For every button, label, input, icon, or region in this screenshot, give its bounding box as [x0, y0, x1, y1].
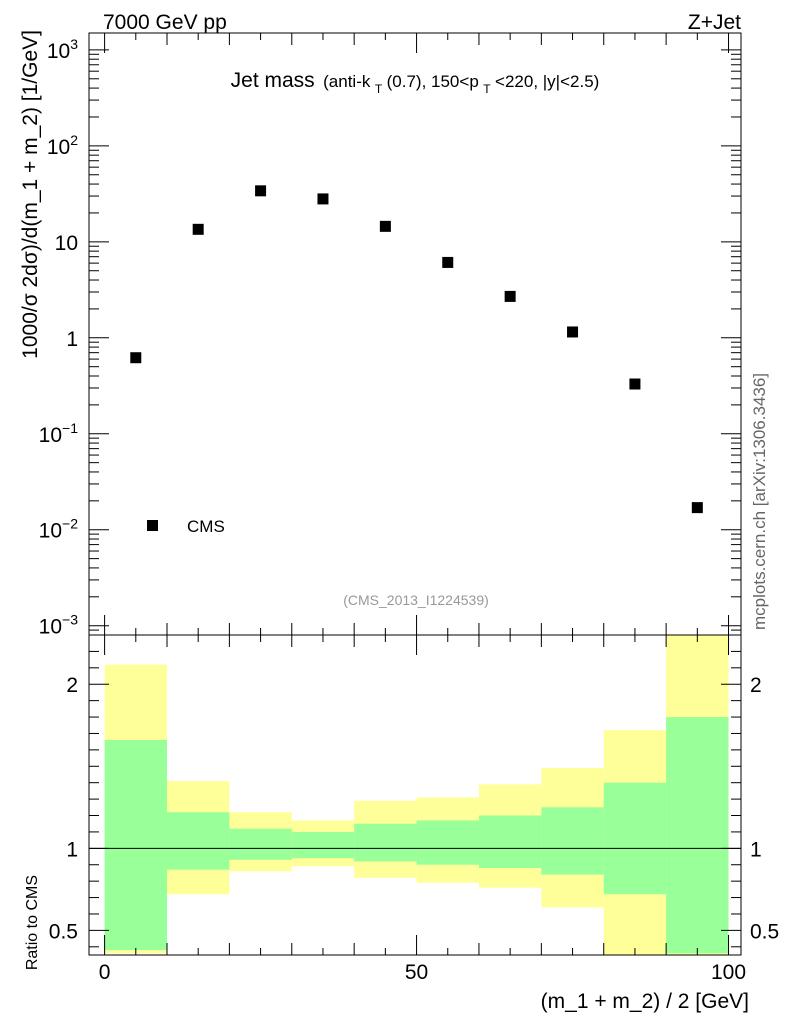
plot-title-part: (0.7), 150<p [387, 72, 479, 91]
main-y-axis-title: 1000/σ 2dσ)/d(m_1 + m_2) [1/GeV] [19, 30, 42, 359]
analysis-id-label: (CMS_2013_I1224539) [343, 592, 489, 608]
plot-title: Jet mass (anti-k T (0.7), 150<p T <220, … [231, 69, 600, 97]
axis-ticks [89, 33, 741, 955]
data-point [629, 378, 641, 390]
legend-label-cms: CMS [187, 517, 225, 536]
ratio-panel-frame [88, 634, 742, 956]
data-point [255, 185, 267, 197]
main-y-tick-label: 10−3 [39, 612, 79, 639]
ratio-y-tick-label: 0.5 [49, 920, 78, 943]
ratio-band-bin [478, 815, 542, 869]
ratio-y-tick-label-right: 2 [750, 674, 762, 697]
source-label: mcplots.cern.ch [arXiv:1306.3436] [750, 373, 769, 630]
data-point [504, 290, 516, 302]
data-point [567, 326, 579, 338]
ratio-bands [104, 635, 729, 955]
ratio-y-tick-label-right: 0.5 [750, 920, 779, 943]
ratio-band-bin [166, 812, 230, 870]
ratio-band-bin [291, 831, 355, 859]
ratio-band-bin [541, 807, 604, 875]
ratio-band-bin [603, 782, 667, 895]
x-axis-title: (m_1 + m_2) / 2 [GeV] [541, 990, 749, 1013]
main-y-tick-label: 103 [47, 36, 78, 63]
ratio-band-bin [354, 823, 417, 862]
ratio-y-tick-label: 1 [66, 838, 78, 861]
ratio-band-bin [104, 740, 167, 951]
plot-title-main: Jet mass [231, 69, 315, 92]
process-label: Z+Jet [688, 11, 741, 34]
ratio-band-bin [666, 717, 729, 954]
data-point [130, 352, 142, 364]
x-tick-label: 0 [99, 961, 111, 984]
plot-title-part: (anti-k [323, 72, 371, 91]
data-point [192, 223, 204, 235]
data-point [442, 256, 454, 268]
main-y-tick-label: 10−1 [39, 420, 79, 447]
ratio-y-tick-label: 2 [66, 674, 78, 697]
legend-marker-cms [147, 520, 158, 531]
x-tick-label: 100 [711, 961, 746, 984]
data-points [130, 185, 703, 514]
main-y-tick-label: 10−2 [39, 516, 79, 543]
plot-title-part: <220, |y|<2.5) [495, 72, 599, 91]
main-y-tick-label: 102 [47, 132, 78, 159]
ratio-band-bin [229, 828, 292, 860]
data-point [379, 220, 391, 232]
ratio-y-tick-labels: 2 2 1 1 0.5 0.5 [49, 674, 779, 943]
ratio-y-axis-title: Ratio to CMS [24, 875, 41, 970]
main-y-tick-label: 10 [55, 232, 78, 255]
ratio-band-bin [416, 820, 479, 865]
data-point [691, 502, 703, 514]
x-tick-label: 50 [405, 961, 428, 984]
data-point [317, 193, 329, 205]
energy-label: 7000 GeV pp [103, 11, 227, 34]
plot-title-subscript: T [375, 82, 383, 96]
x-tick-labels: 0 50 100 [99, 961, 746, 984]
plot-title-subscript: T [483, 82, 491, 96]
main-y-tick-label: 1 [66, 328, 78, 351]
ratio-y-tick-label-right: 1 [750, 838, 762, 861]
